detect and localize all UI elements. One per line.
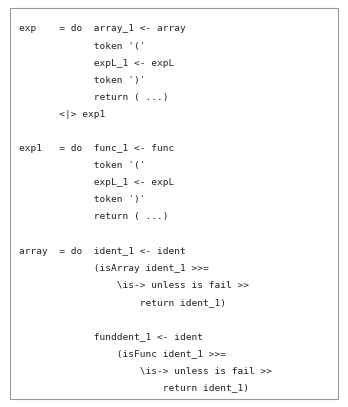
Text: token ')': token ')' [19,195,146,204]
Text: return ident_1): return ident_1) [19,298,226,307]
Text: (isFunc ident_1 >>=: (isFunc ident_1 >>= [19,349,226,358]
FancyBboxPatch shape [10,8,338,399]
Text: (isArray ident_1 >>=: (isArray ident_1 >>= [19,264,209,273]
Text: token '(': token '(' [19,42,146,50]
Text: <|> exp1: <|> exp1 [19,110,105,119]
Text: expL_1 <- expL: expL_1 <- expL [19,178,174,187]
Text: \is-> unless is fail >>: \is-> unless is fail >> [19,366,272,375]
Text: return ( ...): return ( ...) [19,212,169,221]
Text: return ( ...): return ( ...) [19,93,169,102]
Text: array  = do  ident_1 <- ident: array = do ident_1 <- ident [19,247,186,256]
Text: exp    = do  array_1 <- array: exp = do array_1 <- array [19,24,186,33]
Text: funddent_1 <- ident: funddent_1 <- ident [19,332,203,341]
Text: token '(': token '(' [19,161,146,170]
Text: \is-> unless is fail >>: \is-> unless is fail >> [19,281,249,290]
Text: return ident_1): return ident_1) [19,383,249,392]
Text: exp1   = do  func_1 <- func: exp1 = do func_1 <- func [19,144,174,153]
Text: token ')': token ')' [19,76,146,85]
Text: expL_1 <- expL: expL_1 <- expL [19,59,174,68]
